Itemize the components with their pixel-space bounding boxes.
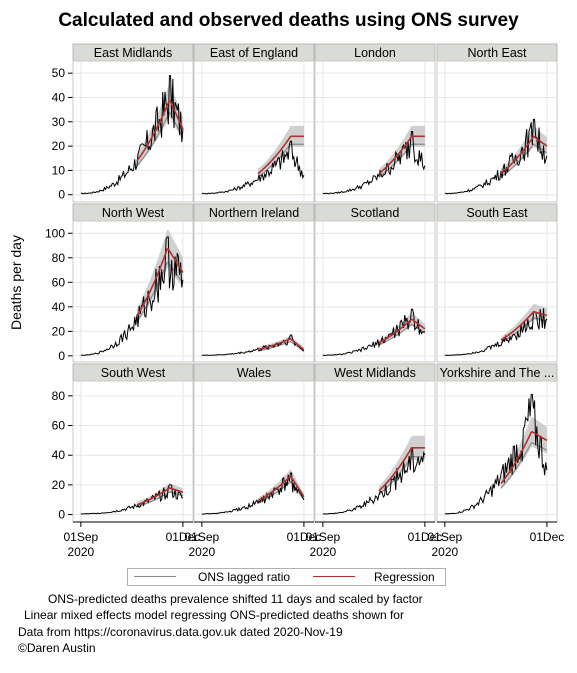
panel-title: West Midlands [334, 366, 416, 380]
panel-title: East of England [210, 46, 298, 60]
panel-title: Wales [237, 366, 271, 380]
y-tick-label: 80 [52, 251, 66, 265]
y-tick-label: 20 [52, 478, 66, 492]
ons-lagged-line [136, 111, 184, 167]
y-tick-label: 100 [45, 226, 65, 240]
observed-deaths-line [80, 484, 184, 515]
y-tick-label: 0 [58, 508, 65, 522]
x-tick-label: 01Sep [305, 530, 340, 544]
y-tick-label: 10 [52, 163, 66, 177]
x-tick-label: 01Dec [530, 530, 565, 544]
panel-title: South East [466, 206, 528, 220]
regression-line [378, 446, 425, 492]
observed-deaths-line [322, 447, 426, 515]
legend: ONS lagged ratio Regression [127, 568, 446, 586]
panel-frame [436, 380, 558, 523]
x-tick-year-label: 2020 [309, 545, 336, 559]
footnote-4: ©Daren Austin [18, 641, 96, 655]
y-tick-label: 20 [52, 324, 66, 338]
ons-lagged-line [378, 143, 425, 178]
footnote-2: Linear mixed effects model regressing ON… [24, 608, 404, 622]
regression-line [500, 431, 548, 485]
regression-line [500, 311, 548, 341]
regression-line [257, 475, 305, 502]
observed-deaths-line [201, 140, 305, 195]
regression-line [136, 248, 184, 317]
regression-line [378, 318, 426, 344]
ons-lagged-line [500, 143, 548, 178]
y-tick-label: 40 [52, 90, 66, 104]
panel-frame [72, 380, 194, 523]
panel-title: North West [102, 206, 165, 220]
panel-title: South West [101, 366, 166, 380]
observed-deaths-line [322, 131, 426, 195]
regression-line [136, 487, 184, 506]
regression-line [257, 135, 304, 175]
regression-line [500, 135, 548, 175]
y-tick-label: 40 [52, 448, 66, 462]
chart-title: Calculated and observed deaths using ONS… [58, 10, 519, 31]
legend-swatch-regression [313, 576, 355, 577]
x-tick-label: 01Sep [427, 530, 462, 544]
panel-frame [193, 380, 315, 523]
y-tick-label: 60 [52, 275, 66, 289]
observed-deaths-line [201, 472, 305, 515]
y-tick-label: 0 [58, 188, 65, 202]
confidence-band [378, 435, 425, 496]
x-tick-label: 01Sep [184, 530, 219, 544]
panel-frame [72, 60, 194, 203]
y-tick-label: 0 [58, 349, 65, 363]
confidence-band [257, 125, 304, 179]
panel-title: Scotland [351, 206, 400, 220]
x-tick-year-label: 2020 [431, 545, 458, 559]
x-tick-label: 01Dec [166, 530, 201, 544]
regression-line [257, 337, 305, 351]
y-tick-label: 80 [52, 389, 66, 403]
panel-frame [193, 220, 315, 363]
confidence-band [500, 126, 547, 179]
observed-deaths-line [444, 308, 548, 356]
observed-deaths-line [80, 75, 184, 195]
y-tick-label: 60 [52, 419, 66, 433]
observed-deaths-line [444, 393, 548, 515]
y-tick-label: 20 [52, 139, 66, 153]
observed-deaths-line [322, 308, 426, 356]
panel-title: London [354, 46, 396, 60]
y-tick-label: 30 [52, 115, 66, 129]
x-tick-label: 01Sep [63, 530, 98, 544]
regression-line [136, 98, 184, 162]
panel-title: East Midlands [94, 46, 173, 60]
panel-frame [72, 220, 194, 363]
observed-deaths-line [201, 334, 305, 356]
x-tick-label: 01Dec [408, 530, 443, 544]
panel-title: Yorkshire and The ... [440, 366, 555, 380]
legend-swatch-ons [134, 576, 176, 577]
x-tick-year-label: 2020 [188, 545, 215, 559]
regression-line [378, 135, 425, 175]
legend-label-ons: ONS lagged ratio [198, 570, 291, 584]
observed-deaths-line [444, 118, 548, 195]
legend-label-regression: Regression [374, 570, 435, 584]
ons-lagged-line [257, 340, 305, 352]
y-tick-label: 40 [52, 300, 66, 314]
y-tick-label: 50 [52, 66, 66, 80]
ons-lagged-line [378, 456, 425, 496]
panel-title: North East [467, 46, 527, 60]
panel-frame [436, 220, 558, 363]
panel-title: Northern Ireland [209, 206, 299, 220]
x-tick-label: 01Dec [287, 530, 322, 544]
x-tick-year-label: 2020 [67, 545, 94, 559]
footnote-3: Data from https://coronavirus.data.gov.u… [18, 625, 343, 639]
ons-lagged-line [257, 143, 304, 178]
observed-deaths-line [80, 236, 184, 356]
footnote-1: ONS-predicted deaths prevalence shifted … [48, 592, 423, 606]
panel-frame [314, 220, 436, 363]
